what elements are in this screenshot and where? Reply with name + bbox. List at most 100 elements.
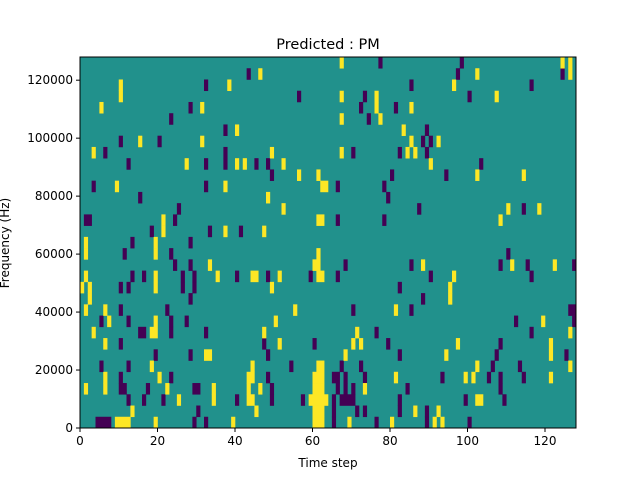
heatmap-cell-low bbox=[467, 90, 472, 103]
heatmap-cell-high bbox=[246, 394, 255, 406]
heatmap-cell-high bbox=[242, 158, 247, 170]
y-tick-label: 60000 bbox=[35, 247, 73, 261]
heatmap-cell-low bbox=[459, 57, 464, 69]
heatmap-cell-low bbox=[149, 225, 154, 238]
heatmap-cell-high bbox=[339, 113, 344, 125]
heatmap-cell-low bbox=[300, 394, 306, 406]
heatmap-cell-high bbox=[118, 90, 123, 103]
heatmap-cell-low bbox=[180, 270, 185, 283]
heatmap-cell-low bbox=[126, 158, 131, 170]
x-tick-label: 20 bbox=[150, 434, 165, 448]
heatmap-cell-high bbox=[347, 416, 352, 429]
heatmap-cell-high bbox=[293, 304, 298, 316]
heatmap-cell-low bbox=[428, 135, 433, 148]
heatmap-cell-low bbox=[390, 169, 395, 181]
heatmap-cell-high bbox=[548, 371, 554, 384]
heatmap-cell-low bbox=[409, 79, 414, 92]
x-tick-label: 80 bbox=[382, 434, 397, 448]
heatmap-cell-low bbox=[421, 293, 426, 305]
y-tick-label: 120000 bbox=[27, 73, 73, 87]
heatmap-cell-high bbox=[568, 68, 573, 80]
heatmap-cell-high bbox=[246, 383, 251, 395]
heatmap-cell-high bbox=[378, 113, 383, 125]
heatmap-cell-low bbox=[173, 259, 178, 271]
heatmap-cell-low bbox=[188, 259, 193, 271]
heatmap-cell-low bbox=[529, 326, 534, 339]
heatmap-cell-low bbox=[424, 124, 430, 136]
heatmap-cell-high bbox=[343, 349, 348, 361]
heatmap-cell-high bbox=[405, 146, 410, 159]
heatmap-cell-high bbox=[83, 236, 89, 249]
heatmap-cell-high bbox=[362, 383, 368, 395]
heatmap-cell-low bbox=[486, 371, 492, 384]
heatmap-cell-low bbox=[235, 270, 240, 283]
heatmap-cell-low bbox=[335, 270, 340, 283]
heatmap-cell-high bbox=[413, 405, 418, 418]
heatmap-cell-low bbox=[297, 90, 302, 103]
heatmap-cell-high bbox=[413, 146, 418, 159]
heatmap-cell-low bbox=[266, 158, 271, 170]
heatmap-cell-high bbox=[176, 394, 182, 406]
heatmap-cell-high bbox=[475, 394, 484, 406]
heatmap-cell-high bbox=[80, 281, 85, 294]
heatmap-cell-low bbox=[118, 135, 123, 148]
heatmap-cell-low bbox=[169, 326, 174, 339]
heatmap-cell-low bbox=[99, 360, 104, 373]
heatmap-cell-high bbox=[207, 259, 213, 271]
heatmap-cell-low bbox=[378, 57, 383, 69]
heatmap-cell-high bbox=[401, 124, 406, 136]
heatmap-cell-low bbox=[455, 68, 461, 80]
heatmap-cell-low bbox=[95, 416, 112, 429]
heatmap-cell-low bbox=[83, 214, 92, 226]
heatmap-cell-high bbox=[277, 270, 282, 283]
heatmap-cell-low bbox=[351, 383, 356, 395]
heatmap-cell-high bbox=[254, 405, 259, 418]
heatmap-cell-low bbox=[359, 360, 364, 373]
heatmap-cell-high bbox=[184, 158, 189, 170]
heatmap-cell-high bbox=[390, 416, 395, 429]
heatmap-cell-low bbox=[204, 79, 209, 92]
heatmap-cell-high bbox=[351, 338, 356, 350]
heatmap-cell-high bbox=[250, 270, 259, 283]
heatmap-cell-low bbox=[254, 158, 259, 170]
heatmap-cell-high bbox=[149, 360, 154, 373]
heatmap-cell-low bbox=[126, 394, 131, 406]
heatmap-cell-low bbox=[204, 326, 209, 339]
heatmap-cell-high bbox=[320, 180, 329, 193]
heatmap-cell-high bbox=[316, 360, 325, 373]
heatmap-cell-high bbox=[87, 293, 92, 305]
heatmap-cell-low bbox=[165, 304, 170, 316]
heatmap-cell-low bbox=[99, 315, 104, 328]
heatmap-cell-high bbox=[114, 180, 120, 193]
heatmap-cell-low bbox=[138, 326, 147, 339]
heatmap-cell-high bbox=[316, 214, 325, 226]
heatmap-cell-high bbox=[235, 158, 240, 170]
heatmap-cell-low bbox=[517, 360, 523, 373]
heatmap-cell-low bbox=[564, 349, 569, 361]
heatmap-cell-low bbox=[498, 338, 503, 350]
heatmap-cell-low bbox=[184, 315, 189, 328]
heatmap-cell-low bbox=[393, 101, 399, 114]
heatmap-cell-low bbox=[343, 383, 348, 395]
heatmap-cell-high bbox=[421, 259, 426, 271]
heatmap-cell-high bbox=[440, 416, 445, 429]
x-tick-label: 60 bbox=[305, 434, 320, 448]
heatmap-cell-low bbox=[235, 394, 240, 406]
heatmap-cell-low bbox=[572, 259, 577, 271]
heatmap-cell-low bbox=[192, 416, 197, 429]
heatmap-cell-high bbox=[231, 416, 236, 429]
heatmap-cell-low bbox=[386, 191, 391, 204]
heatmap-cell-high bbox=[83, 383, 89, 395]
heatmap-cell-low bbox=[308, 270, 313, 283]
heatmap-cell-low bbox=[176, 203, 182, 215]
heatmap-cell-low bbox=[521, 203, 526, 215]
heatmap-cell-low bbox=[362, 90, 368, 103]
heatmap-cell-low bbox=[289, 360, 294, 373]
heatmap-cell-high bbox=[494, 90, 499, 103]
heatmap-cell-low bbox=[122, 248, 127, 260]
heatmap-cell-low bbox=[118, 338, 123, 350]
heatmap-cell-low bbox=[246, 68, 251, 80]
heatmap-cell-low bbox=[428, 270, 433, 283]
heatmap-cell-low bbox=[525, 259, 530, 271]
heatmap-cell-low bbox=[188, 349, 193, 361]
